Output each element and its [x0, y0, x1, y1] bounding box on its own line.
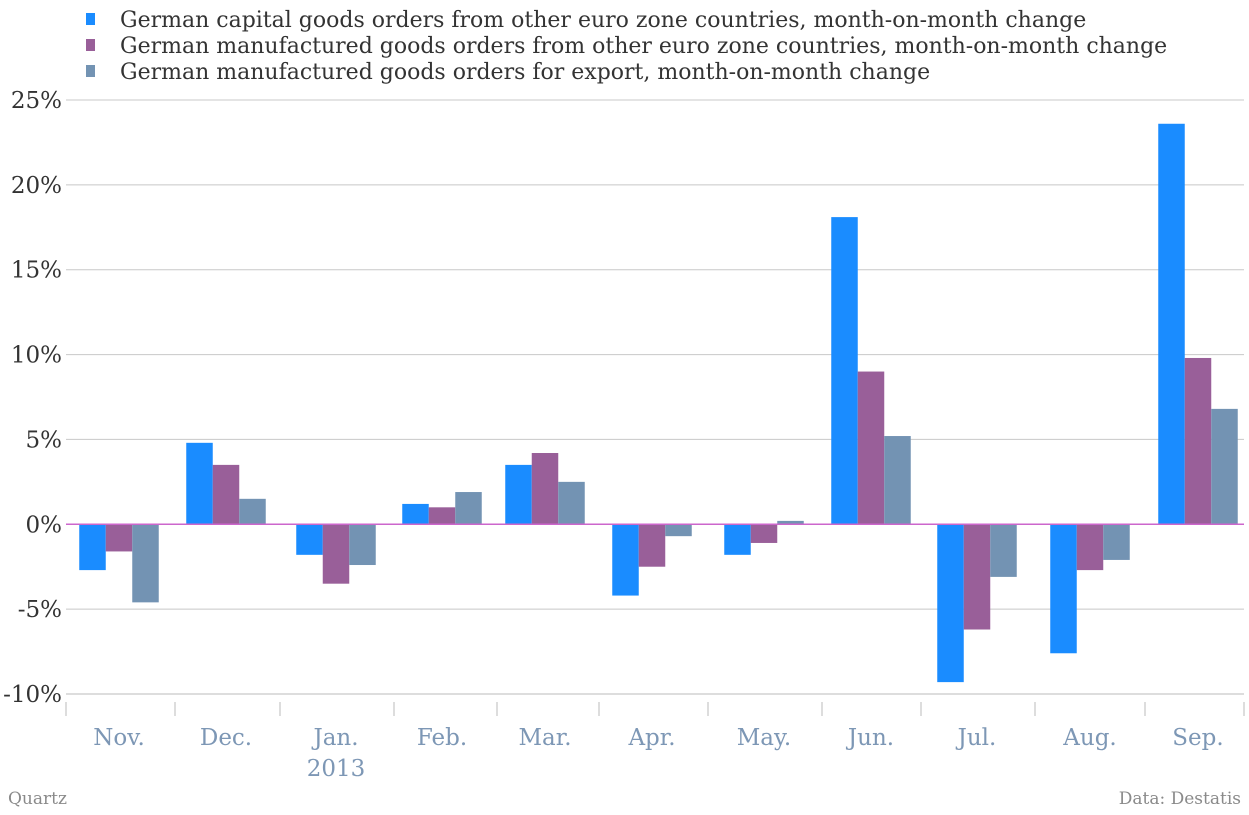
bar: [296, 524, 323, 555]
bar: [963, 524, 991, 630]
bar: [212, 464, 240, 525]
y-tick-label: 5%: [26, 427, 63, 453]
y-tick-label: 15%: [11, 258, 62, 284]
bar: [665, 524, 692, 537]
bar: [105, 524, 133, 552]
x-tick-label: Sep.: [1172, 725, 1223, 751]
x-tick-label: Jan. 2013: [307, 725, 366, 782]
x-tick-label: Jul.: [956, 725, 997, 751]
bar: [186, 442, 213, 525]
bar: [79, 524, 106, 571]
bar: [612, 524, 639, 596]
bar: [455, 492, 482, 525]
x-tick-label: Nov.: [93, 725, 145, 751]
bar: [558, 481, 585, 525]
x-tick-label: Jun.: [846, 725, 894, 751]
y-tick-label: 10%: [11, 343, 62, 369]
bar: [239, 498, 266, 525]
bar: [1158, 123, 1185, 525]
legend-label: German manufactured goods orders from ot…: [120, 34, 1168, 59]
x-tick-label: Feb.: [417, 725, 467, 751]
x-tick-label: Apr.: [627, 725, 675, 751]
y-axis: 25% 20% 15% 10% 5% 0% -5% -10%: [3, 88, 62, 708]
y-tick-label: 0%: [26, 512, 63, 538]
y-tick-label: 25%: [11, 88, 62, 114]
legend-swatch: [86, 65, 95, 77]
bar: [505, 464, 532, 525]
bar: [857, 371, 885, 525]
bar: [349, 524, 376, 566]
bar: [724, 524, 751, 555]
bar: [531, 453, 559, 525]
x-tick-label: Dec.: [200, 725, 252, 751]
bar: [428, 507, 456, 525]
bars: [79, 123, 1238, 683]
x-tick-label: May.: [737, 725, 792, 751]
legend-label: German manufactured goods orders for exp…: [120, 60, 931, 85]
bar: [638, 524, 666, 567]
bar: [1076, 524, 1104, 571]
bar: [1050, 524, 1077, 654]
bar: [132, 524, 159, 603]
bar: [402, 503, 429, 525]
x-axis: Nov. Dec. Jan. 2013 Feb. Mar. Apr. May. Jun. Jul.…: [65, 693, 1245, 782]
source-text: Data: Destatis: [1118, 789, 1241, 809]
bar: [777, 520, 804, 525]
x-tick-label: Aug.: [1062, 725, 1116, 751]
bar: [884, 436, 911, 525]
legend-label: German capital goods orders from other e…: [120, 8, 1087, 33]
bar: [1184, 357, 1212, 525]
legend-swatch: [86, 39, 95, 51]
bar: [322, 524, 350, 584]
y-tick-label: 20%: [11, 173, 62, 199]
bar: [750, 524, 778, 543]
x-tick-label: Mar.: [518, 725, 571, 751]
bar: [1103, 524, 1130, 560]
bar: [831, 217, 858, 525]
bar: [990, 524, 1017, 577]
bar: [937, 524, 964, 683]
legend-swatch: [86, 13, 95, 25]
bar: [1211, 408, 1238, 525]
y-tick-label: -5%: [18, 597, 62, 623]
y-tick-label: -10%: [3, 682, 62, 708]
credit-text: Quartz: [8, 789, 67, 809]
